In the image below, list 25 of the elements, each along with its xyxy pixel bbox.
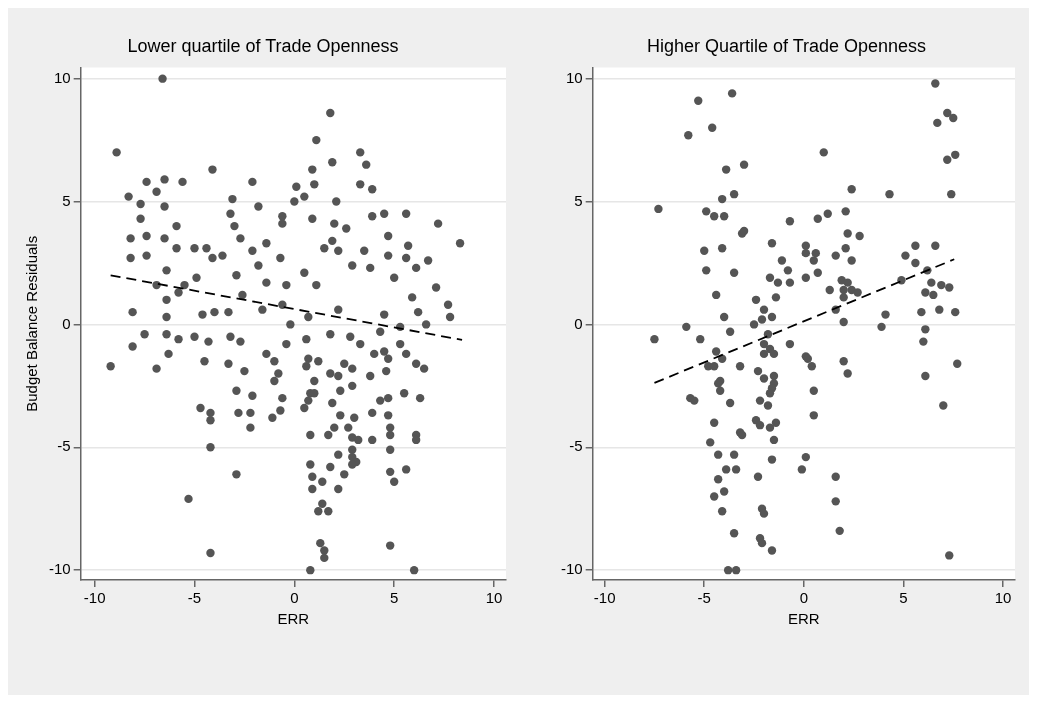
chart-title: Lower quartile of Trade Openness xyxy=(127,35,399,56)
x-tick-label: -5 xyxy=(697,589,711,607)
y-tick-label: -10 xyxy=(560,560,583,578)
x-axis-title: ERR xyxy=(277,610,310,628)
chart-title: Higher Quartile of Trade Openness xyxy=(646,35,927,56)
y-tick-label: 0 xyxy=(574,314,583,332)
x-tick-label: -10 xyxy=(83,589,106,607)
x-tick-label: -5 xyxy=(187,589,202,607)
y-axis-title: Budget Balance Residuals xyxy=(23,235,41,412)
x-tick-label: 0 xyxy=(799,589,809,607)
y-tick-label: 5 xyxy=(62,191,71,209)
y-tick-label: 10 xyxy=(565,68,583,86)
x-tick-label: 10 xyxy=(994,589,1012,607)
y-tick-label: -5 xyxy=(57,437,71,455)
y-tick-label: -10 xyxy=(48,560,71,578)
x-tick-label: 5 xyxy=(899,589,908,607)
x-tick-label: 10 xyxy=(485,589,503,607)
y-tick-label: 5 xyxy=(574,191,583,209)
x-tick-label: 5 xyxy=(390,589,399,607)
x-tick-label: 0 xyxy=(290,589,299,607)
y-tick-label: -5 xyxy=(569,437,583,455)
x-axis-title: ERR xyxy=(788,610,820,628)
x-tick-label: -10 xyxy=(593,589,616,607)
y-tick-label: 0 xyxy=(62,314,71,332)
y-tick-label: 10 xyxy=(53,68,71,86)
